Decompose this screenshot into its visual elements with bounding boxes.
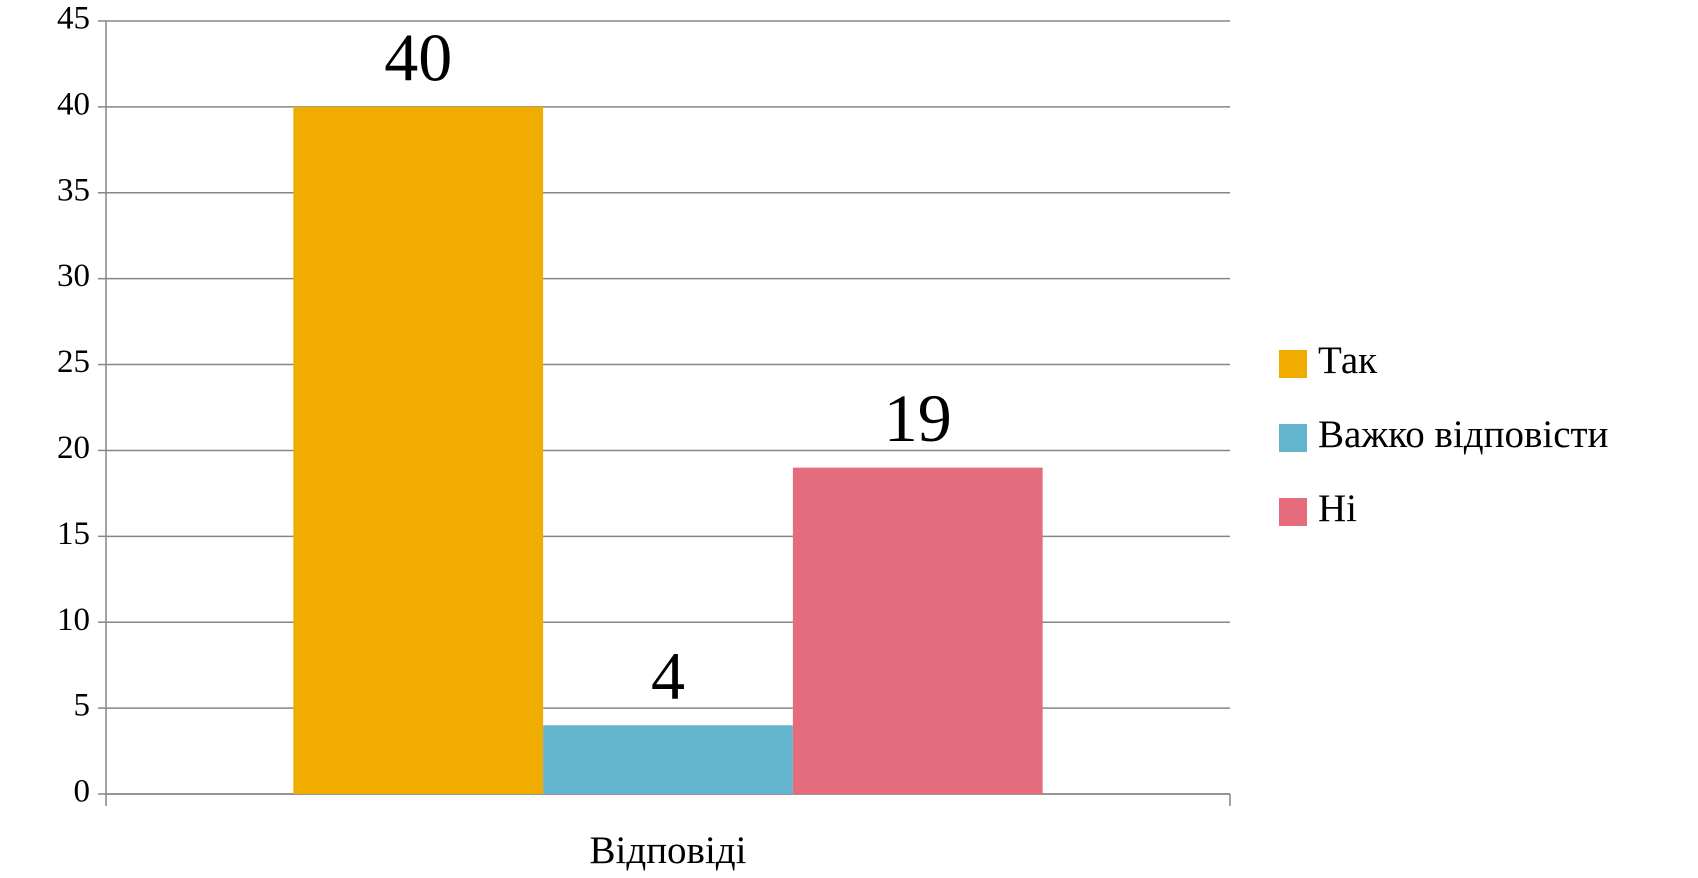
y-tick-label: 35 xyxy=(57,172,90,208)
legend-swatch xyxy=(1279,350,1307,378)
legend-swatch xyxy=(1279,498,1307,526)
data-label: 19 xyxy=(884,380,952,456)
bar xyxy=(293,106,544,794)
data-label: 40 xyxy=(384,19,452,95)
y-tick-label: 20 xyxy=(57,430,90,466)
y-tick-label: 10 xyxy=(57,602,90,638)
y-tick-label: 40 xyxy=(57,86,90,122)
y-tick-label: 15 xyxy=(57,516,90,552)
data-label: 4 xyxy=(651,638,685,714)
legend-label: Ні xyxy=(1318,487,1357,530)
legend-label: Важко відповісти xyxy=(1318,413,1608,456)
y-tick-label: 30 xyxy=(57,258,90,294)
y-tick-label: 0 xyxy=(74,774,91,810)
legend-swatch xyxy=(1279,424,1307,452)
bar xyxy=(543,725,793,794)
y-tick-label: 25 xyxy=(57,344,90,380)
y-tick-label: 5 xyxy=(74,688,91,724)
x-tick-label: Відповіді xyxy=(590,829,747,872)
legend-label: Так xyxy=(1318,339,1377,382)
y-tick-label: 45 xyxy=(57,1,90,37)
bar xyxy=(792,467,1043,794)
